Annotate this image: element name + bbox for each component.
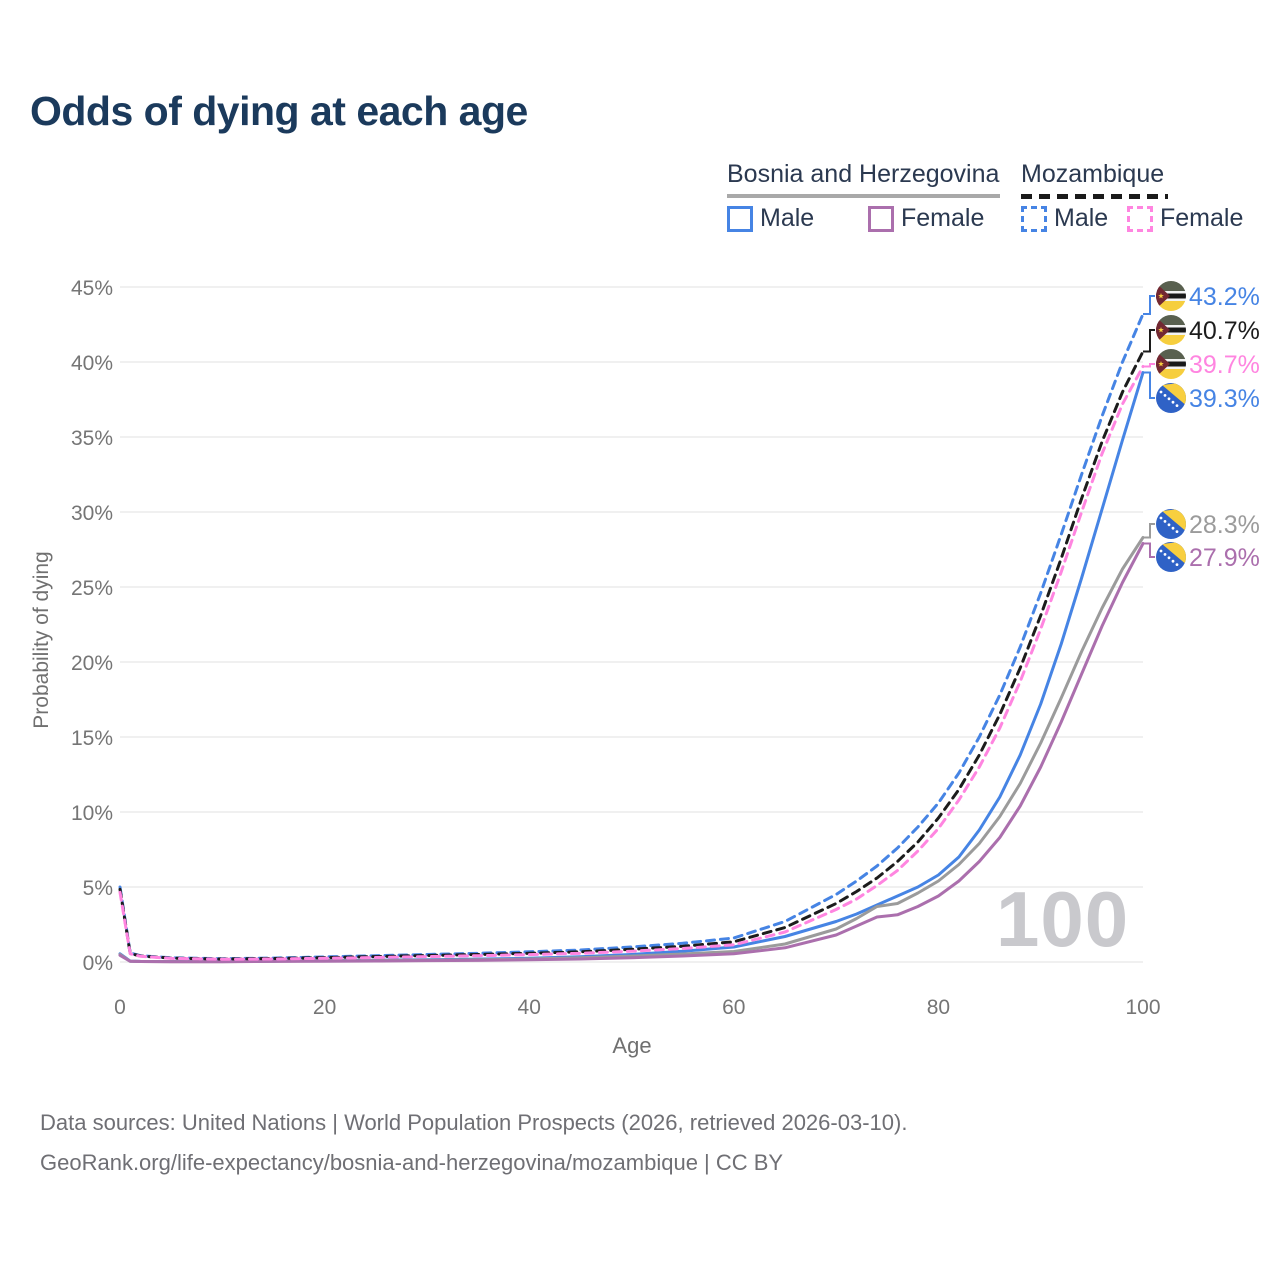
bosnia-flag-icon [1156, 509, 1186, 539]
bosnia-flag-icon [1156, 383, 1186, 413]
end-value-label-mozambique-both: 40.7% [1189, 317, 1260, 345]
end-value-label-bosnia-female: 27.9% [1189, 544, 1260, 572]
x-tick-label: 20 [313, 996, 336, 1019]
x-tick-label: 0 [114, 996, 126, 1019]
legend-item-mozambique-male: Male [1021, 204, 1108, 233]
age-watermark: 100 [996, 875, 1130, 963]
mozambique-flag-icon [1156, 281, 1186, 311]
chart-title: Odds of dying at each age [30, 88, 528, 134]
legend-item-bosnia-female: Female [868, 204, 984, 233]
series-line-bosnia-female [118, 542, 1145, 964]
bosnia-flag-icon [1156, 542, 1186, 572]
legend-item-bosnia-male: Male [727, 204, 814, 233]
x-tick-label: 100 [1125, 996, 1160, 1019]
y-tick-label: 5% [83, 877, 113, 900]
series-line-mozambique-male [118, 312, 1145, 961]
end-label-connector [1143, 542, 1155, 558]
legend-group-bosnia-title: Bosnia and Herzegovina [727, 160, 1000, 198]
x-tick-label: 80 [927, 996, 950, 1019]
mozambique-dashed-underline [1021, 194, 1168, 199]
end-value-label-mozambique-female: 39.7% [1189, 351, 1260, 379]
legend-group-mozambique-title: Mozambique [1021, 160, 1168, 199]
end-label-connector [1143, 329, 1155, 353]
end-label-connector [1143, 363, 1155, 368]
mozambique-flag-icon [1156, 349, 1186, 379]
legend-label: Male [760, 204, 815, 232]
x-tick-label: 60 [722, 996, 745, 1019]
y-tick-label: 25% [71, 577, 113, 600]
legend-item-mozambique-female: Female [1127, 204, 1243, 233]
legend-group-mozambique-label: Mozambique [1021, 160, 1165, 188]
y-tick-label: 30% [71, 502, 113, 525]
x-tick-label: 40 [518, 996, 541, 1019]
legend-label: Female [1160, 204, 1244, 232]
attribution-url-text: GeoRank.org/life-expectancy/bosnia-and-h… [40, 1150, 784, 1175]
end-label-connector [1143, 295, 1155, 315]
mozambique-male-swatch-icon [1021, 205, 1047, 232]
end-value-label-bosnia-male: 39.3% [1189, 385, 1260, 413]
legend-label: Female [901, 204, 985, 232]
end-label-connector [1143, 371, 1155, 399]
mozambique-flag-icon [1156, 315, 1186, 345]
y-tick-label: 10% [71, 802, 113, 825]
bosnia-male-swatch-icon [727, 205, 753, 232]
y-tick-label: 40% [71, 352, 113, 375]
x-axis-title: Age [612, 1033, 652, 1058]
y-tick-label: 0% [83, 952, 113, 975]
series-line-bosnia-both [118, 536, 1145, 964]
end-value-label-bosnia-both: 28.3% [1189, 511, 1260, 539]
y-tick-label: 35% [71, 427, 113, 450]
end-value-label-mozambique-male: 43.2% [1189, 283, 1260, 311]
mozambique-female-swatch-icon [1127, 205, 1153, 232]
y-tick-label: 15% [71, 727, 113, 750]
y-tick-label: 20% [71, 652, 113, 675]
y-axis-title: Probability of dying [30, 551, 53, 729]
end-label-connector [1143, 523, 1155, 539]
y-tick-label: 45% [71, 277, 113, 300]
data-sources-text: Data sources: United Nations | World Pop… [40, 1110, 908, 1135]
legend-label: Male [1054, 204, 1109, 232]
series-line-bosnia-male [118, 371, 1145, 963]
series-line-mozambique-both [118, 350, 1145, 961]
series-line-mozambique-female [118, 365, 1145, 961]
legend: Bosnia and Herzegovina Mozambique Male F… [727, 160, 1280, 240]
bosnia-female-swatch-icon [868, 205, 894, 232]
